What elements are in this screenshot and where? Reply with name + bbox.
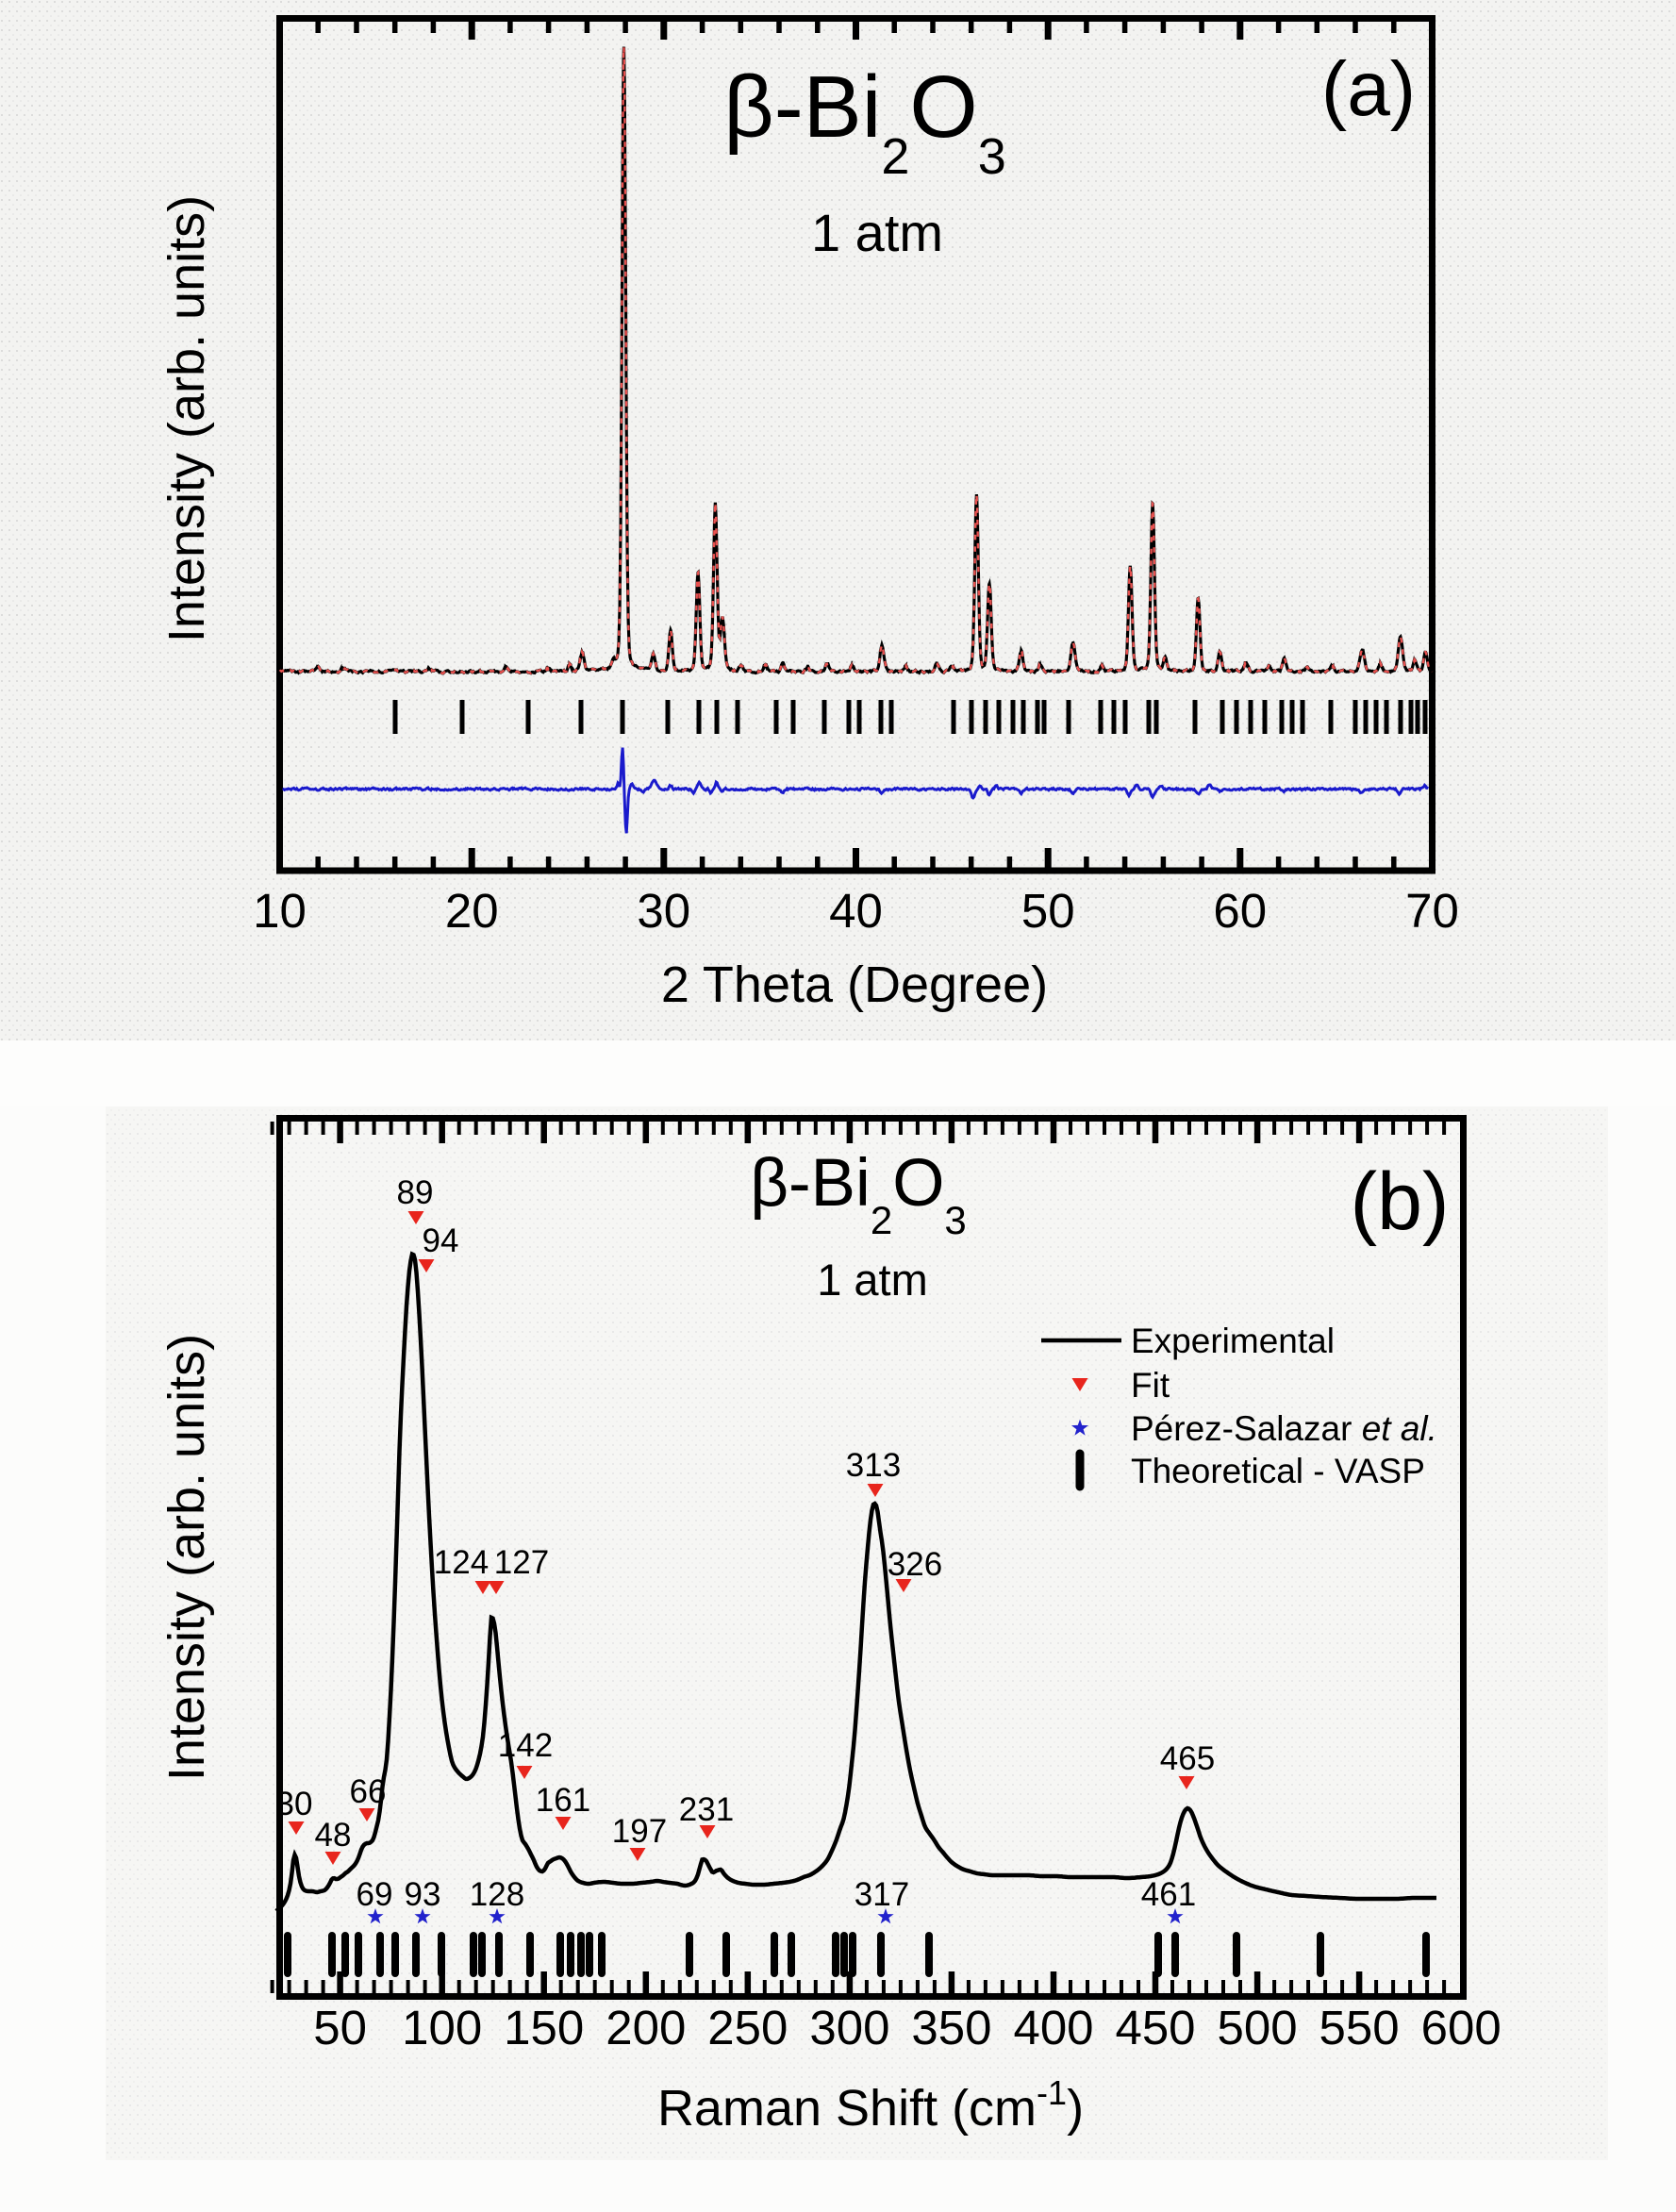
svg-text:Intensity (arb. units): Intensity (arb. units): [158, 195, 215, 642]
svg-text:93: 93: [405, 1876, 441, 1913]
svg-text:Pérez-Salazar et al.: Pérez-Salazar et al.: [1131, 1409, 1437, 1448]
svg-text:161: 161: [536, 1782, 590, 1819]
svg-text:30: 30: [637, 884, 690, 938]
svg-text:300: 300: [809, 2001, 889, 2054]
svg-text:461: 461: [1141, 1876, 1196, 1913]
svg-text:Theoretical - VASP: Theoretical - VASP: [1131, 1452, 1425, 1490]
svg-text:Fit: Fit: [1131, 1366, 1170, 1405]
svg-text:197: 197: [612, 1813, 667, 1850]
svg-text:400: 400: [1013, 2001, 1093, 2054]
svg-text:350: 350: [911, 2001, 991, 2054]
svg-text:142: 142: [498, 1727, 553, 1764]
svg-text:94: 94: [423, 1222, 459, 1259]
svg-text:20: 20: [445, 884, 499, 938]
svg-text:600: 600: [1421, 2001, 1502, 2054]
svg-text:40: 40: [829, 884, 883, 938]
svg-text:317: 317: [855, 1876, 909, 1913]
svg-text:231: 231: [679, 1791, 734, 1828]
svg-text:450: 450: [1115, 2001, 1195, 2054]
svg-text:128: 128: [470, 1876, 524, 1913]
svg-text:69: 69: [357, 1876, 393, 1913]
svg-text:70: 70: [1405, 884, 1459, 938]
svg-text:89: 89: [397, 1174, 434, 1211]
svg-text:30: 30: [276, 1786, 313, 1822]
svg-text:326: 326: [888, 1546, 942, 1583]
svg-text:250: 250: [707, 2001, 788, 2054]
svg-text:60: 60: [1213, 884, 1267, 938]
svg-text:124: 124: [434, 1544, 489, 1581]
svg-text:50: 50: [313, 2001, 367, 2054]
svg-text:Experimental: Experimental: [1131, 1322, 1335, 1360]
svg-text:1 atm: 1 atm: [817, 1255, 928, 1305]
svg-text:150: 150: [504, 2001, 584, 2054]
svg-text:(b): (b): [1350, 1156, 1449, 1247]
svg-text:127: 127: [494, 1544, 549, 1581]
svg-text:48: 48: [315, 1817, 352, 1854]
svg-text:Raman Shift (cm-1): Raman Shift (cm-1): [657, 2073, 1084, 2137]
svg-text:100: 100: [402, 2001, 482, 2054]
svg-text:(a): (a): [1321, 46, 1416, 132]
svg-text:500: 500: [1218, 2001, 1298, 2054]
svg-text:Intensity (arb. units): Intensity (arb. units): [158, 1334, 215, 1781]
svg-text:1 atm: 1 atm: [811, 203, 943, 262]
svg-text:313: 313: [846, 1447, 901, 1484]
svg-text:66: 66: [350, 1773, 387, 1810]
svg-text:50: 50: [1021, 884, 1075, 938]
svg-text:200: 200: [606, 2001, 686, 2054]
svg-text:10: 10: [253, 884, 307, 938]
svg-text:2 Theta (Degree): 2 Theta (Degree): [661, 956, 1048, 1013]
svg-text:550: 550: [1319, 2001, 1400, 2054]
svg-text:465: 465: [1160, 1740, 1215, 1777]
